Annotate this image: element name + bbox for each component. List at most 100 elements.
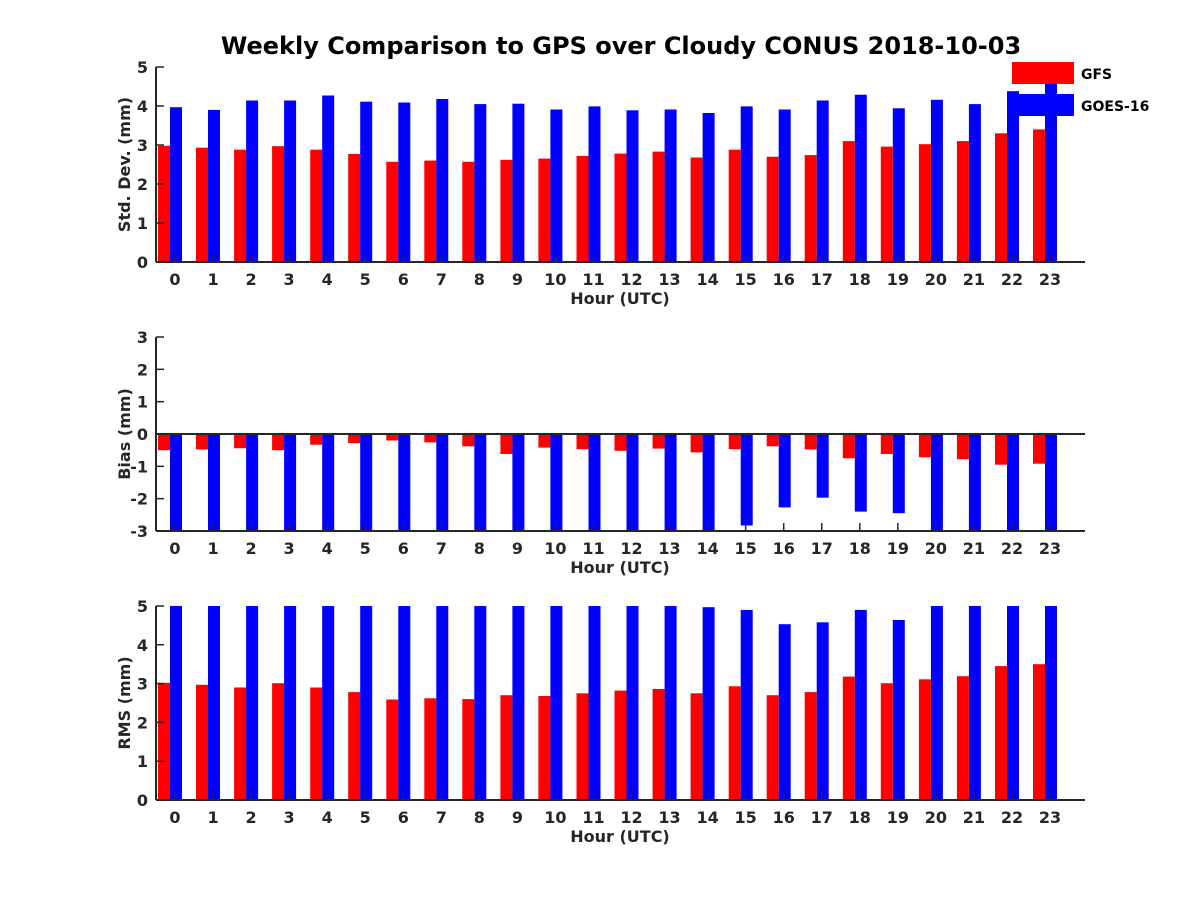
gfs-bar-15 — [728, 149, 741, 262]
x-tick-label: 23 — [1039, 270, 1061, 289]
gfs-bar-18 — [842, 676, 855, 800]
gfs-bar-6 — [386, 699, 399, 800]
gfs-bar-20 — [918, 144, 931, 262]
y-tick-label: -3 — [130, 522, 148, 541]
gfs-bar-21 — [956, 434, 969, 460]
y-tick-label: 5 — [137, 597, 148, 616]
x-tick-label: 11 — [582, 270, 604, 289]
goes16-bar-0 — [170, 107, 182, 262]
x-tick-label: 14 — [696, 808, 718, 827]
y-tick-label: -1 — [130, 457, 148, 476]
goes16-bar-1 — [208, 606, 220, 800]
gfs-bar-20 — [918, 434, 931, 458]
x-tick-label: 15 — [735, 270, 757, 289]
goes16-bar-5 — [360, 434, 373, 531]
gfs-bar-3 — [272, 434, 285, 451]
goes16-bar-2 — [246, 606, 259, 800]
gfs-bar-9 — [500, 159, 513, 262]
legend-label-goes16: GOES-16 — [1081, 99, 1149, 115]
gfs-bar-10 — [538, 158, 551, 262]
x-tick-label: 19 — [887, 808, 909, 827]
x-tick-label: 22 — [1001, 539, 1023, 558]
y-tick-label: 3 — [137, 328, 148, 347]
gfs-bar-7 — [424, 160, 437, 262]
x-tick-label: 18 — [849, 808, 871, 827]
goes16-bar-20 — [930, 606, 943, 800]
x-tick-label: 15 — [735, 808, 757, 827]
goes16-bar-13 — [664, 109, 677, 262]
x-tick-label: 14 — [696, 270, 718, 289]
x-tick-label: 17 — [811, 808, 833, 827]
goes16-bar-22 — [1007, 606, 1019, 800]
gfs-bar-14 — [690, 434, 703, 453]
x-tick-label: 23 — [1039, 808, 1061, 827]
gfs-bar-21 — [956, 141, 969, 262]
goes16-bar-6 — [398, 606, 411, 800]
legend-swatch-gfs — [1012, 62, 1074, 84]
x-tick-label: 11 — [582, 539, 604, 558]
x-tick-label: 8 — [474, 539, 485, 558]
goes16-bar-4 — [322, 95, 335, 262]
x-tick-label: 2 — [246, 808, 257, 827]
goes16-bar-16 — [778, 434, 791, 508]
goes16-bar-12 — [626, 434, 639, 531]
goes16-bar-7 — [436, 434, 449, 531]
x-tick-label: 17 — [811, 539, 833, 558]
gfs-bar-16 — [766, 695, 779, 800]
goes16-bar-7 — [436, 606, 449, 800]
gfs-bar-11 — [576, 155, 589, 262]
gfs-bar-0 — [158, 682, 170, 800]
legend: GFS GOES-16 — [1012, 62, 1149, 116]
goes16-bar-8 — [474, 104, 487, 262]
gfs-bar-17 — [804, 434, 817, 450]
goes16-bar-8 — [474, 606, 487, 800]
gfs-bar-3 — [272, 146, 285, 262]
gfs-bar-1 — [196, 684, 208, 800]
goes16-bar-7 — [436, 99, 449, 262]
gfs-bar-18 — [842, 434, 855, 459]
gfs-bar-20 — [918, 679, 931, 800]
goes16-bar-15 — [740, 609, 753, 800]
gfs-bar-12 — [614, 690, 627, 800]
x-tick-label: 0 — [169, 539, 180, 558]
gfs-bar-4 — [310, 687, 323, 800]
goes16-bar-23 — [1045, 606, 1057, 800]
gfs-bar-19 — [880, 434, 893, 454]
x-tick-label: 19 — [887, 270, 909, 289]
y-tick-label: 5 — [137, 58, 148, 77]
gfs-bar-11 — [576, 434, 589, 450]
goes16-bar-4 — [322, 606, 335, 800]
x-tick-label: 21 — [963, 270, 985, 289]
gfs-bar-18 — [842, 141, 855, 262]
x-tick-label: 20 — [925, 270, 947, 289]
x-tick-label: 12 — [620, 270, 642, 289]
gfs-bar-8 — [462, 699, 475, 800]
y-tick-label: 0 — [137, 425, 148, 444]
goes16-bar-8 — [474, 434, 487, 531]
goes16-bar-2 — [246, 100, 259, 262]
figure-title: Weekly Comparison to GPS over Cloudy CON… — [221, 32, 1021, 60]
x-tick-label: 10 — [544, 808, 566, 827]
x-tick-label: 1 — [207, 808, 218, 827]
x-tick-label: 7 — [436, 270, 447, 289]
gfs-bar-9 — [500, 434, 513, 454]
goes16-bar-12 — [626, 110, 639, 262]
y-tick-label: 4 — [137, 97, 148, 116]
goes16-bar-13 — [664, 606, 677, 800]
y-tick-label: 1 — [137, 752, 148, 771]
x-tick-label: 13 — [658, 270, 680, 289]
goes16-bar-15 — [740, 106, 753, 263]
x-tick-label: 6 — [398, 270, 409, 289]
y-tick-label: -2 — [130, 490, 148, 509]
gfs-bar-19 — [880, 146, 893, 262]
x-tick-label: 4 — [322, 808, 333, 827]
goes16-bar-20 — [930, 99, 943, 262]
goes16-bar-21 — [968, 606, 981, 800]
goes16-bar-17 — [816, 434, 829, 498]
y-tick-label: 2 — [137, 360, 148, 379]
x-tick-label: 2 — [246, 270, 257, 289]
gfs-bar-5 — [348, 434, 361, 444]
x-tick-label: 9 — [512, 270, 523, 289]
goes16-bar-19 — [892, 620, 905, 800]
